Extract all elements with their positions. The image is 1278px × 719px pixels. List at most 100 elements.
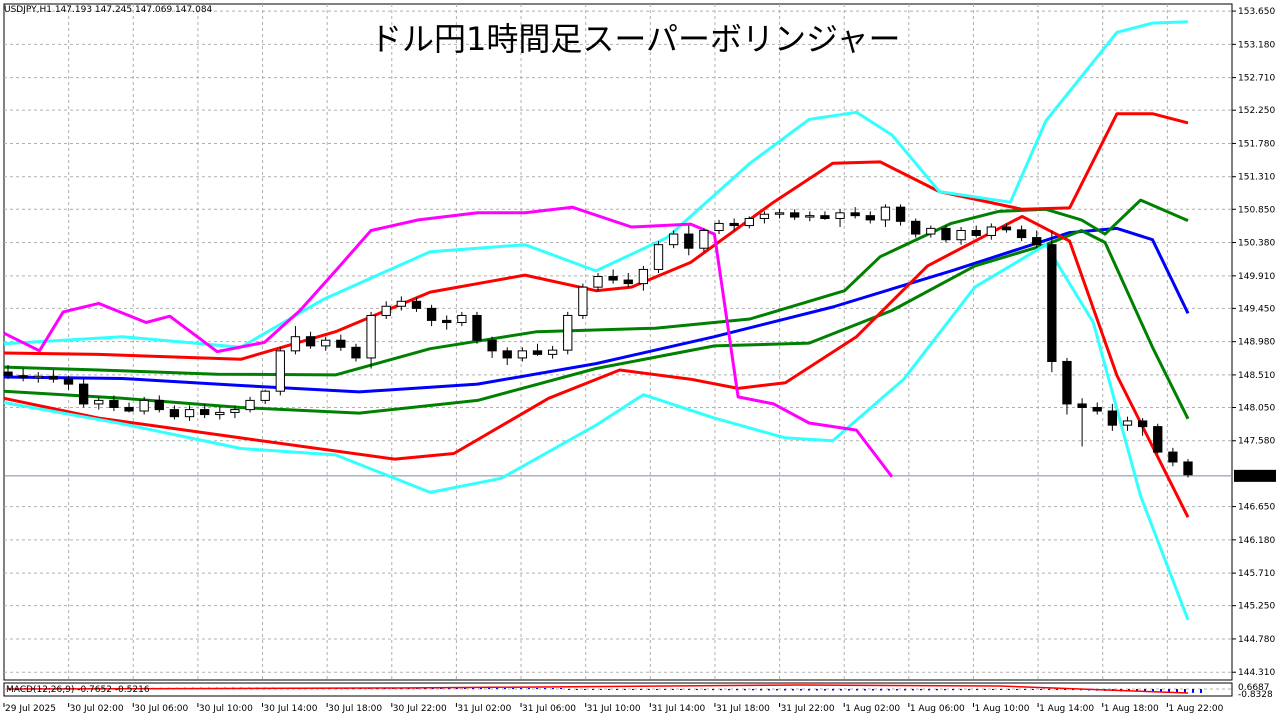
y-tick-label: 149.450 [1238, 304, 1275, 314]
y-tick-label: 147.580 [1238, 437, 1275, 447]
candle-down [941, 227, 951, 241]
candle-down [1001, 226, 1012, 231]
candle-up [578, 286, 588, 316]
macd-histogram-bar [456, 688, 458, 689]
y-tick-label: 153.180 [1238, 40, 1275, 50]
y-tick-label: 148.510 [1238, 371, 1275, 381]
candle-down [820, 215, 830, 219]
candle-up [94, 399, 104, 405]
candle-down [532, 350, 543, 355]
candle-up [774, 212, 785, 215]
candle-down [78, 383, 89, 405]
candle-up [835, 212, 845, 219]
y-tick-label: 144.780 [1238, 635, 1275, 645]
macd-histogram-bar [512, 688, 514, 689]
x-tick-label: 29 Jul 2025 [5, 704, 56, 714]
candle-up [139, 399, 149, 412]
macd-histogram-bar [1160, 689, 1162, 693]
symbol-header: USDJPY,H1 147.193 147.245 147.069 147.08… [4, 5, 213, 15]
macd-axis-label-bottom: -0.8328 [1238, 690, 1273, 700]
macd-histogram-bar [520, 688, 522, 689]
macd-histogram-bar [656, 689, 658, 690]
y-tick-label: 150.850 [1238, 205, 1275, 215]
macd-histogram-bar [560, 688, 562, 689]
macd-histogram-bar [1168, 689, 1170, 693]
macd-label: MACD(12,26,9) -0.7652 -0.5216 [6, 685, 150, 695]
x-tick-label: 30 Jul 22:00 [393, 704, 447, 714]
x-tick-label: 31 Jul 18:00 [716, 704, 770, 714]
candle-down [911, 220, 921, 235]
candle-down [426, 307, 437, 321]
macd-histogram-bar [744, 689, 746, 691]
y-axis: 153.650 153.180 152.710 152.250 151.780 151.3… [1232, 7, 1276, 678]
candle-down [608, 276, 618, 281]
candle-down [1168, 451, 1178, 463]
candle-up [381, 305, 391, 316]
bollinger-bands [3, 20, 1190, 621]
macd-histogram-bar [680, 689, 682, 690]
y-tick-label: 150.380 [1238, 239, 1275, 249]
y-tick-label: 148.980 [1238, 338, 1275, 348]
x-tick-label: 1 Aug 22:00 [1168, 704, 1223, 714]
macd-histogram-bar [608, 689, 610, 690]
macd-histogram-bar [472, 688, 474, 689]
candle-up [457, 314, 467, 324]
x-axis: 29 Jul 2025 30 Jul 02:00 30 Jul 06:00 30 Ju… [3, 703, 1224, 714]
candle-down [1092, 406, 1102, 412]
grid [3, 3, 1233, 681]
macd-histogram-bar [784, 689, 786, 691]
macd-histogram-bar [752, 689, 754, 691]
macd-histogram-bar [952, 689, 954, 691]
candle-down [865, 215, 875, 221]
macd-histogram-bar [616, 689, 618, 690]
macd-histogram-bar [944, 689, 946, 691]
candle-up [245, 399, 255, 411]
candle-down [411, 300, 422, 309]
candle-down [351, 346, 361, 359]
macd-histogram-bar [672, 689, 674, 690]
candle-down [3, 371, 13, 377]
macd-histogram-bar [488, 688, 490, 689]
x-tick-label: 1 Aug 02:00 [845, 704, 900, 714]
macd-histogram-bar [1008, 689, 1010, 690]
macd-histogram-bar [1056, 689, 1058, 690]
candle-down [623, 279, 633, 285]
macd-histogram-bar [768, 689, 770, 691]
candle-down [48, 375, 59, 380]
macd-histogram-bar [800, 689, 802, 691]
macd-signal-line [7, 684, 1189, 694]
x-tick-label: 30 Jul 18:00 [328, 704, 382, 714]
candle-down [1137, 420, 1148, 428]
candle-up [744, 217, 754, 227]
candle-down [729, 222, 739, 227]
candles [3, 204, 1193, 478]
macd-histogram-bar [648, 689, 650, 690]
y-tick-label: 146.180 [1238, 536, 1275, 546]
x-tick-label: 31 Jul 22:00 [781, 704, 835, 714]
candle-up [275, 350, 285, 392]
candle-down [502, 350, 512, 359]
macd-histogram-bar [968, 689, 970, 691]
candle-up [184, 409, 195, 418]
macd-histogram-bar [632, 689, 634, 690]
macd-histogram-bar [864, 689, 866, 691]
macd-histogram-bar [848, 689, 850, 691]
candle-down [109, 399, 119, 408]
macd-histogram-bar [568, 689, 570, 690]
band-line-7 [3, 205, 894, 478]
candle-up [517, 350, 528, 359]
candle-up [547, 349, 558, 355]
candle-up [366, 314, 376, 359]
macd-histogram-bar [856, 689, 858, 691]
macd-histogram-bar [792, 689, 794, 691]
candle-down [305, 336, 316, 347]
candle-down [1062, 360, 1072, 405]
macd-histogram-bar [1152, 689, 1154, 692]
band-line-5 [3, 20, 1189, 349]
macd-histogram-bar [728, 689, 730, 691]
macd-histogram-bar [776, 689, 778, 691]
candle-up [805, 215, 815, 218]
macd-histogram-bar [936, 689, 938, 691]
macd-histogram-bar [536, 688, 538, 689]
y-tick-label: 152.250 [1238, 106, 1275, 116]
